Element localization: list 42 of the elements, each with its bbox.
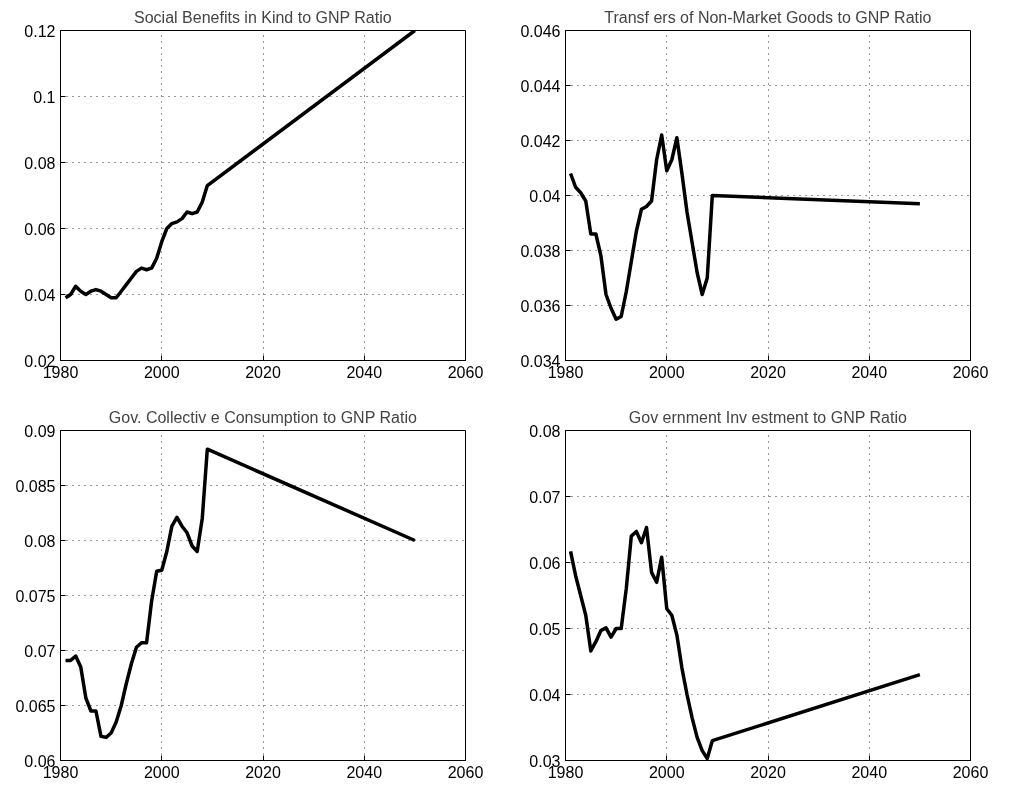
x-tick-label: 2000 — [648, 763, 685, 781]
x-tick-label: 2020 — [245, 363, 281, 381]
x-tick-label: 2040 — [851, 363, 888, 381]
y-tick-label: 0.044 — [520, 77, 561, 95]
x-tick-label: 2040 — [346, 363, 383, 381]
x-tick-label: 2060 — [447, 363, 484, 381]
y-tick-label: 0.07 — [24, 642, 56, 660]
chart-title: Social Benefits in Kind to GNP Ratio — [134, 8, 392, 26]
x-tick-label: 2020 — [750, 363, 786, 381]
y-tick-label: 0.09 — [24, 422, 56, 440]
x-tick-label: 2000 — [648, 363, 685, 381]
x-tick-label: 2020 — [750, 763, 786, 781]
x-tick-label: 2000 — [143, 763, 180, 781]
x-tick-label: 2000 — [143, 363, 180, 381]
y-tick-label: 0.04 — [529, 686, 561, 704]
y-tick-label: 0.04 — [24, 286, 56, 304]
y-tick-label: 0.042 — [520, 132, 561, 150]
x-tick-label: 2060 — [952, 763, 989, 781]
y-tick-label: 0.038 — [520, 242, 561, 260]
y-tick-label: 0.12 — [24, 22, 56, 40]
x-tick-label: 2020 — [245, 763, 281, 781]
y-tick-label: 0.075 — [15, 587, 56, 605]
x-tick-label: 2040 — [346, 763, 383, 781]
y-tick-label: 0.1 — [33, 88, 56, 106]
x-tick-label: 2040 — [851, 763, 888, 781]
x-tick-label: 2060 — [952, 363, 989, 381]
chart-title: Transf ers of Non-Market Goods to GNP Ratio — [604, 8, 932, 26]
y-tick-label: 0.046 — [520, 22, 561, 40]
y-tick-label: 0.08 — [24, 154, 56, 172]
y-tick-label: 0.06 — [529, 554, 561, 572]
y-tick-label: 0.036 — [520, 297, 561, 315]
x-tick-label: 2060 — [447, 763, 484, 781]
y-tick-label: 0.05 — [529, 620, 561, 638]
y-tick-label: 0.065 — [15, 697, 56, 715]
y-tick-label: 0.08 — [24, 532, 56, 550]
y-tick-label: 0.085 — [15, 477, 56, 495]
y-tick-label: 0.08 — [529, 422, 561, 440]
y-tick-label: 0.07 — [529, 488, 561, 506]
y-tick-label: 0.06 — [24, 220, 56, 238]
chart-title: Gov ernment Inv estment to GNP Ratio — [628, 408, 907, 426]
chart-title: Gov. Collectiv e Consumption to GNP Ratio — [108, 408, 417, 426]
y-tick-label: 0.04 — [529, 187, 561, 205]
